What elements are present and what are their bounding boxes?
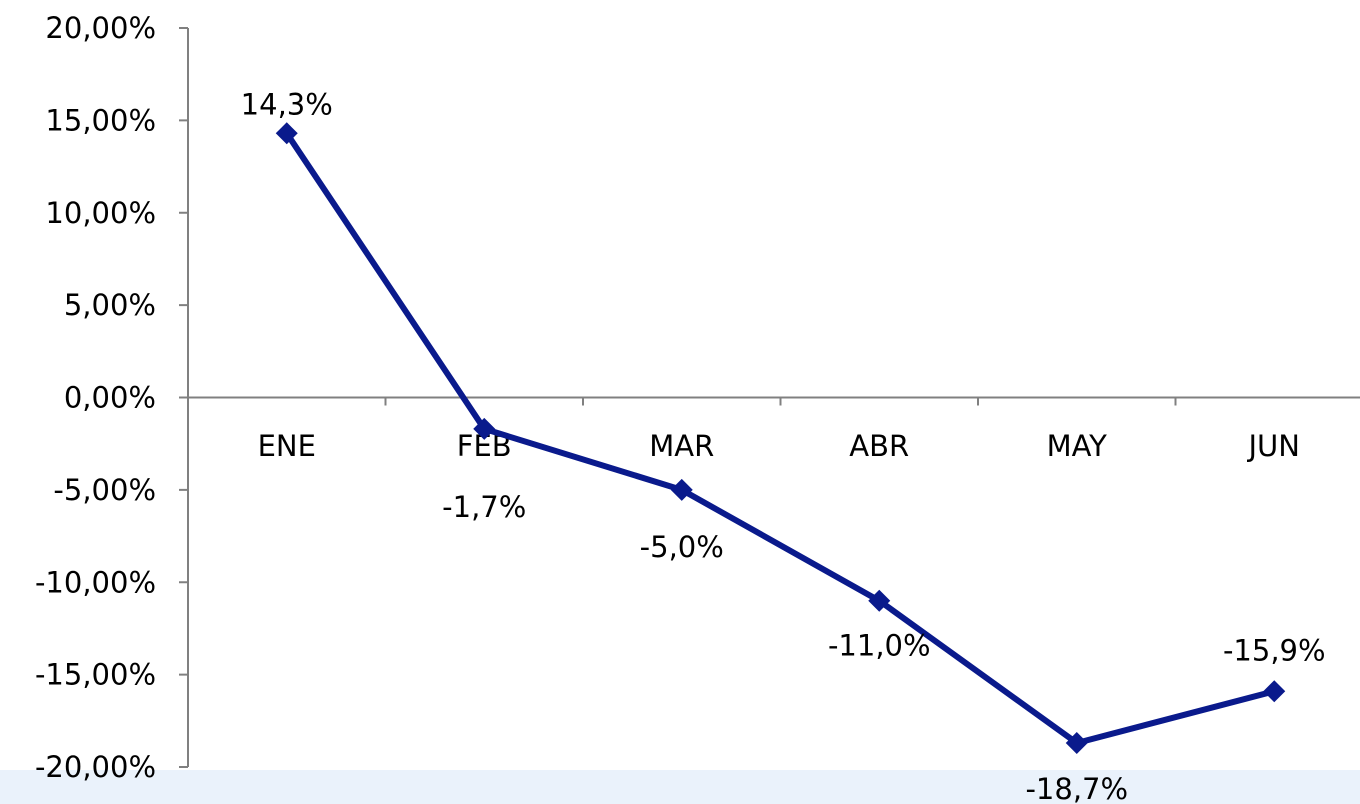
y-axis: 20,00% 15,00% 10,00% 5,00% 0,00% -5,00% -10,00… <box>35 11 189 784</box>
bottom-band <box>0 770 1360 804</box>
y-tick-label: 15,00% <box>45 103 156 137</box>
x-tick-label: MAR <box>649 429 714 463</box>
data-point-marker <box>1065 731 1088 754</box>
x-tick-label: ENE <box>258 429 316 463</box>
data-point-marker <box>670 478 693 501</box>
data-label: -18,7% <box>1025 772 1128 804</box>
data-label: -11,0% <box>828 629 931 663</box>
y-tick-label: -10,00% <box>35 565 156 599</box>
y-tick-label: -15,00% <box>35 658 156 692</box>
data-point-marker <box>275 122 298 145</box>
data-point-marker <box>868 589 891 612</box>
y-tick-label: 5,00% <box>64 288 156 322</box>
data-label: -15,9% <box>1223 633 1326 667</box>
data-point-marker <box>1263 680 1286 703</box>
y-tick-label: -20,00% <box>35 750 156 784</box>
series-line <box>284 131 1276 746</box>
x-tick-label: JUN <box>1247 429 1300 463</box>
y-tick-label: 10,00% <box>45 196 156 230</box>
x-tick-label: MAY <box>1047 429 1108 463</box>
data-label: -5,0% <box>640 530 724 564</box>
data-point-marker <box>473 417 496 440</box>
series-layer <box>275 122 1286 754</box>
data-label: -1,7% <box>442 490 526 524</box>
x-tick-label: ABR <box>849 429 909 463</box>
y-tick-label: 20,00% <box>45 11 156 45</box>
y-tick-label: 0,00% <box>64 381 156 415</box>
data-label: 14,3% <box>241 87 333 121</box>
data-labels: 14,3% -1,7% -5,0% -11,0% -18,7% -15,9% <box>241 87 1326 804</box>
y-tick-label: -5,00% <box>53 473 156 507</box>
x-axis: ENE FEB MAR ABR MAY JUN <box>188 396 1360 463</box>
